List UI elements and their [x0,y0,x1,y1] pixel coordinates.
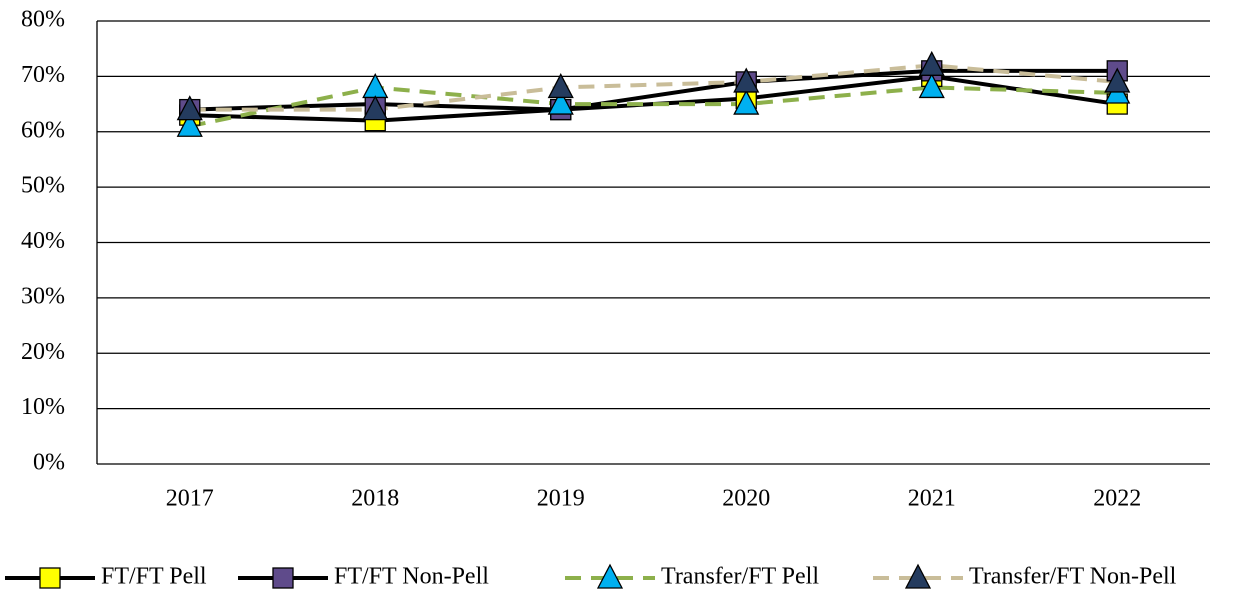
y-tick-label: 10% [21,394,65,420]
x-tick-label: 2018 [351,486,399,512]
legend-marker [39,567,61,589]
y-tick-label: 50% [21,173,65,199]
data-point [176,95,203,121]
legend-marker [904,563,932,589]
data-point [918,50,945,76]
data-point [1104,67,1131,93]
data-point [362,73,389,99]
y-tick-label: 20% [21,339,65,365]
x-tick-label: 2020 [722,486,770,512]
y-tick-label: 80% [21,7,65,33]
data-point [362,95,389,121]
x-tick-label: 2021 [908,486,956,512]
y-tick-label: 70% [21,62,65,88]
legend-label: Transfer/FT Pell [661,564,819,590]
series-line [189,68,1118,112]
y-tick-label: 30% [21,283,65,309]
legend-label: FT/FT Non-Pell [334,564,489,590]
series-line [189,85,1118,129]
data-point [733,89,760,115]
y-tick-label: 40% [21,228,65,254]
data-point [918,73,945,99]
x-tick-label: 2017 [166,486,214,512]
y-tick-label: 60% [21,117,65,143]
data-point [547,89,574,115]
y-tick-label: 0% [33,450,65,476]
x-tick-label: 2019 [537,486,585,512]
legend-marker [272,567,294,589]
data-point [733,67,760,93]
legend-label: Transfer/FT Non-Pell [969,564,1177,590]
data-point [176,111,203,137]
x-tick-label: 2022 [1093,486,1141,512]
legend-label: FT/FT Pell [101,564,207,590]
data-point [547,73,574,99]
legend-marker [596,563,624,589]
